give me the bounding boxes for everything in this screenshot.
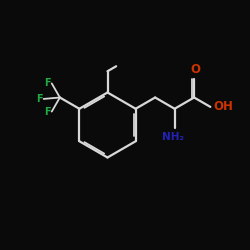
Text: F: F bbox=[44, 78, 51, 88]
Text: O: O bbox=[190, 63, 200, 76]
Text: F: F bbox=[44, 106, 51, 117]
Text: OH: OH bbox=[213, 100, 233, 114]
Text: F: F bbox=[36, 94, 43, 104]
Text: NH₂: NH₂ bbox=[162, 132, 184, 142]
